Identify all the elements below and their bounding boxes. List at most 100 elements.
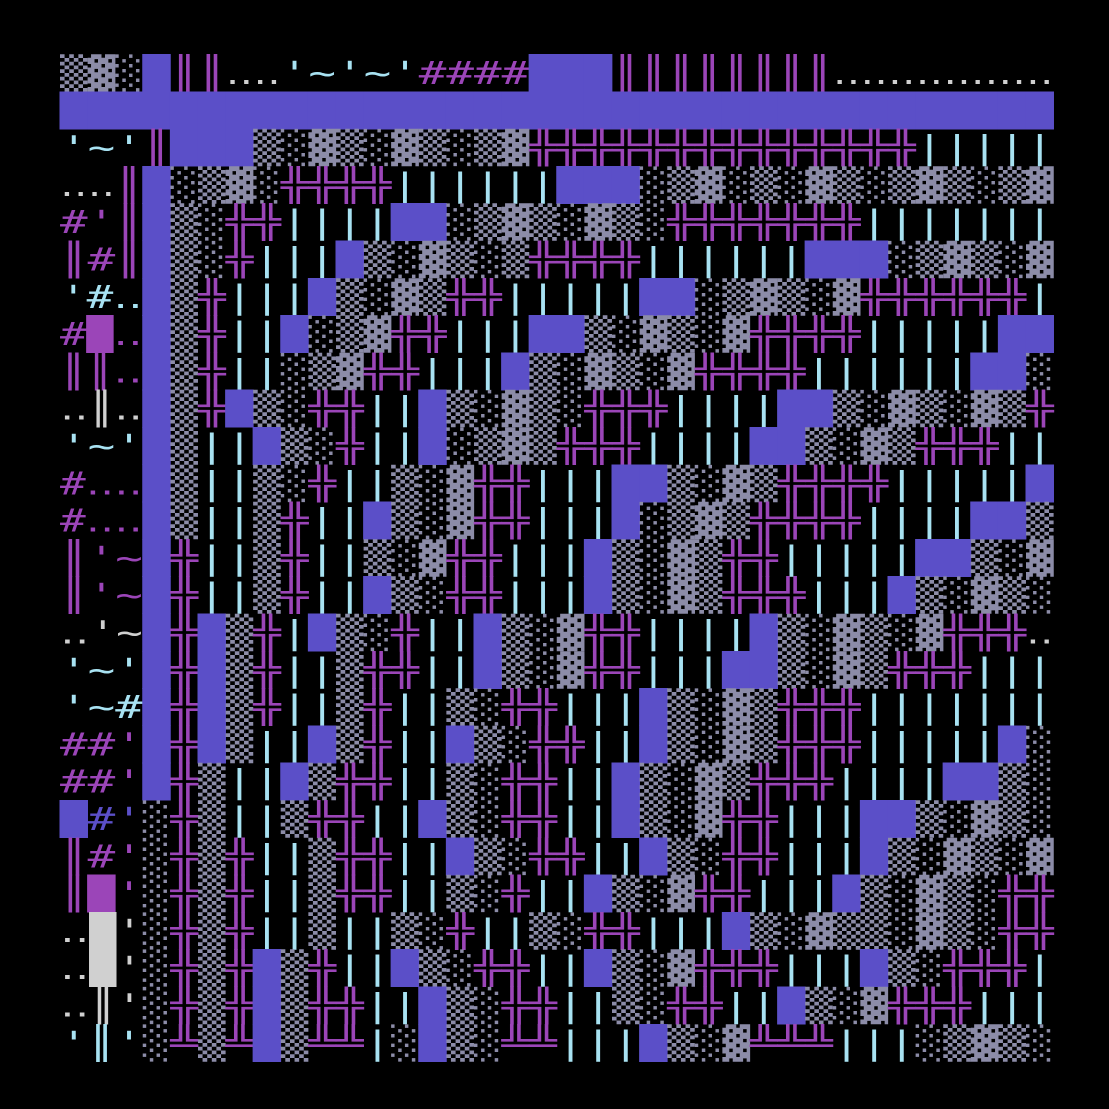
glyph-run: || (336, 464, 391, 502)
glyph-run: ▒░▓▒░▓ (778, 614, 945, 652)
glyph-run: █ (197, 724, 227, 763)
glyph-run: ▒ (198, 837, 227, 875)
glyph-run: █ (141, 613, 171, 652)
glyph-run: ╬╬ (307, 389, 365, 428)
glyph-run: ▒ (253, 576, 282, 614)
glyph-run: ▒░ (446, 987, 501, 1025)
glyph-run: ||| (778, 800, 861, 838)
glyph-run: ||||||| (860, 688, 1053, 726)
glyph-run: #█‥ (60, 314, 143, 353)
glyph-run: ╬╬╬ (887, 986, 972, 1025)
glyph-run: #‥‥ (60, 464, 143, 502)
glyph-run: || (281, 688, 336, 726)
glyph-run: ▒ (226, 614, 255, 652)
glyph-run: █ (141, 240, 171, 279)
glyph-run: || (419, 651, 474, 689)
glyph-run: █ (197, 613, 227, 652)
glyph-run: ▒░▓▒ (336, 278, 447, 316)
glyph-run: ##' (60, 725, 143, 763)
glyph-run: ██ (914, 538, 972, 577)
glyph-run: █ (335, 240, 365, 279)
glyph-run: || (308, 502, 363, 540)
glyph-run: ▒░▓ (640, 800, 724, 838)
glyph-run: ╬╬╬ (776, 687, 861, 726)
glyph-run: ╬╬╬╬ (776, 463, 889, 502)
glyph-run: █ (721, 911, 751, 950)
glyph-run: █ (252, 948, 282, 987)
glyph-run: ╬╬╬ (776, 724, 861, 763)
glyph-run: ██ (749, 426, 807, 465)
glyph-run: ╬╬ (224, 202, 282, 241)
glyph-run: ||| (640, 912, 723, 950)
glyph-run: ╬╬╬╬ (693, 351, 806, 390)
glyph-run: ╬╬╬╬╬╬╬╬╬╬╬╬╬╬ (528, 128, 917, 167)
glyph-run: ╬╬╬ (583, 389, 668, 428)
glyph-run: || (226, 352, 281, 390)
glyph-run: |||| (281, 203, 391, 241)
glyph-run: █ (611, 799, 641, 838)
glyph-run: #' (60, 203, 115, 241)
glyph-run: ▒░▓▒ (667, 464, 778, 502)
glyph-run: ▒░ (529, 912, 584, 950)
glyph-run: || (391, 875, 446, 913)
glyph-run: ▒░▓ (971, 539, 1055, 577)
glyph-run: '~' (60, 427, 143, 465)
glyph-run: █ (141, 277, 171, 316)
glyph-run: ▒ (281, 1024, 310, 1062)
glyph-run: || (391, 837, 446, 875)
glyph-run: █ (141, 165, 171, 204)
glyph-run: ╬╬ (445, 538, 503, 577)
glyph-run: ╬╬ (693, 874, 751, 913)
glyph-run: █ (141, 501, 171, 540)
glyph-run: ░ (391, 1024, 419, 1062)
glyph-run: || (557, 987, 612, 1025)
glyph-run: || (391, 725, 446, 763)
glyph-run: █ (417, 426, 447, 465)
glyph-run: || (364, 800, 419, 838)
glyph-run: ░ (143, 912, 171, 950)
glyph-run: ███ (528, 53, 613, 92)
glyph-run: ██ (390, 202, 448, 241)
glyph-run: ╬ (169, 799, 199, 838)
glyph-run: || (253, 912, 308, 950)
glyph-run: ‥█' (60, 948, 143, 987)
glyph-run: ||| (529, 464, 612, 502)
glyph-run: ╩ (169, 1023, 199, 1062)
glyph-run: ▒ (308, 912, 337, 950)
glyph-run: █ (307, 613, 337, 652)
glyph-run: ╬ (252, 687, 282, 726)
glyph-run: ||| (502, 539, 585, 577)
glyph-run: ╬╬ (666, 986, 724, 1025)
glyph-run: || (557, 800, 612, 838)
glyph-run: ▒ (281, 987, 310, 1025)
glyph-run: ╬╬╬╬╬╬╬ (666, 202, 862, 241)
glyph-run: █ (638, 724, 668, 763)
glyph-run: ▒░ (446, 875, 501, 913)
glyph-run: ▒ (308, 763, 337, 801)
glyph-run: ▒ (170, 464, 199, 502)
glyph-run: ‥║‥ (60, 389, 143, 428)
glyph-run: ╬╬ (583, 650, 641, 689)
glyph-run: ▒░▓ (391, 464, 475, 502)
glyph-run: |||||| (805, 352, 971, 390)
glyph-run: ‥‥ (226, 54, 281, 92)
glyph-run: ╬╬╬ (887, 650, 972, 689)
glyph-run: ‥‥ (60, 166, 115, 204)
glyph-run: || (336, 912, 391, 950)
glyph-run: ▒░▓ (805, 987, 889, 1025)
glyph-run: ╬╬ (307, 986, 365, 1025)
glyph-run: || (391, 688, 446, 726)
glyph-run: ╬ (1025, 389, 1055, 428)
glyph-run: ░ (143, 800, 171, 838)
glyph-run: ╬ (224, 240, 254, 279)
glyph-run: || (557, 763, 612, 801)
glyph-run: █ (638, 1023, 668, 1062)
glyph-run: ██ (997, 314, 1055, 353)
glyph-run: || (198, 464, 253, 502)
glyph-run: ║'~ (60, 538, 143, 577)
glyph-run: ██ (942, 762, 1000, 801)
glyph-run: ╬ (362, 687, 392, 726)
glyph-run: '#‥ (60, 278, 143, 316)
glyph-run: ░▒▓▒░ (916, 1024, 1054, 1062)
